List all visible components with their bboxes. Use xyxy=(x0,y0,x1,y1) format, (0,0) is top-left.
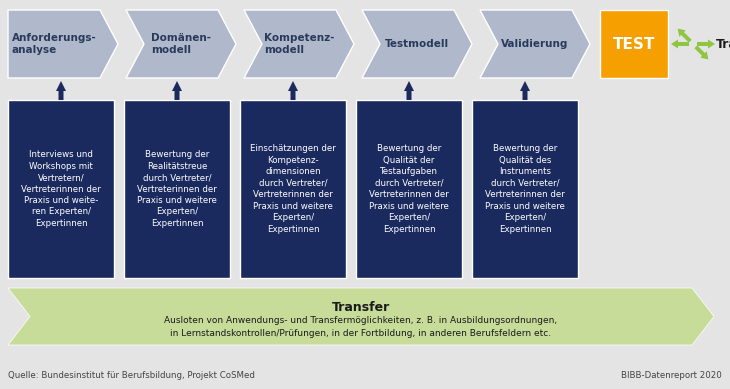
FancyBboxPatch shape xyxy=(124,100,230,278)
Polygon shape xyxy=(677,29,691,43)
Text: Anforderungs-
analyse: Anforderungs- analyse xyxy=(12,33,96,55)
FancyBboxPatch shape xyxy=(600,10,668,78)
Text: Interviews und
Workshops mit
Vertretern/
Vertreterinnen der
Praxis und weite-
re: Interviews und Workshops mit Vertretern/… xyxy=(21,150,101,228)
Text: Validierung: Validierung xyxy=(502,39,569,49)
Text: Einschätzungen der
Kompetenz-
dimensionen
durch Vertreter/
Vertreterinnen der
Pr: Einschätzungen der Kompetenz- dimensione… xyxy=(250,144,336,233)
Polygon shape xyxy=(8,10,118,78)
Text: Bewertung der
Qualität der
Testaufgaben
durch Vertreter/
Vertreterinnen der
Prax: Bewertung der Qualität der Testaufgaben … xyxy=(369,144,449,233)
Text: Kompetenz-
modell: Kompetenz- modell xyxy=(264,33,334,55)
Text: Testmodell: Testmodell xyxy=(385,39,449,49)
Polygon shape xyxy=(480,10,590,78)
Polygon shape xyxy=(404,81,414,100)
FancyBboxPatch shape xyxy=(356,100,462,278)
Text: Ausloten von Anwendungs- und Transfermöglichkeiten, z. B. in Ausbildungsordnunge: Ausloten von Anwendungs- und Transfermög… xyxy=(164,316,558,325)
Polygon shape xyxy=(520,81,530,100)
Text: Quelle: Bundesinstitut für Berufsbildung, Projekt CoSMed: Quelle: Bundesinstitut für Berufsbildung… xyxy=(8,371,255,380)
Text: BIBB-Datenreport 2020: BIBB-Datenreport 2020 xyxy=(621,371,722,380)
Polygon shape xyxy=(697,40,715,49)
Polygon shape xyxy=(56,81,66,100)
Text: Domänen-
modell: Domänen- modell xyxy=(151,33,211,55)
Text: Bewertung der
Qualität des
Instruments
durch Vertreter/
Vertreterinnen der
Praxi: Bewertung der Qualität des Instruments d… xyxy=(485,144,565,233)
Polygon shape xyxy=(671,40,689,49)
Polygon shape xyxy=(172,81,182,100)
Polygon shape xyxy=(288,81,298,100)
Text: Bewertung der
Realitätstreue
durch Vertreter/
Vertreterinnen der
Praxis und weit: Bewertung der Realitätstreue durch Vertr… xyxy=(137,150,217,228)
Polygon shape xyxy=(126,10,236,78)
Text: Transfer: Transfer xyxy=(716,37,730,51)
Text: Transfer: Transfer xyxy=(332,301,390,314)
Polygon shape xyxy=(8,288,714,345)
FancyBboxPatch shape xyxy=(472,100,578,278)
Polygon shape xyxy=(694,46,708,60)
FancyBboxPatch shape xyxy=(8,100,114,278)
Polygon shape xyxy=(362,10,472,78)
Text: TEST: TEST xyxy=(612,37,656,51)
Text: in Lernstandskontrollen/Prüfungen, in der Fortbildung, in anderen Berufsfeldern : in Lernstandskontrollen/Prüfungen, in de… xyxy=(170,329,552,338)
Polygon shape xyxy=(244,10,354,78)
FancyBboxPatch shape xyxy=(240,100,346,278)
